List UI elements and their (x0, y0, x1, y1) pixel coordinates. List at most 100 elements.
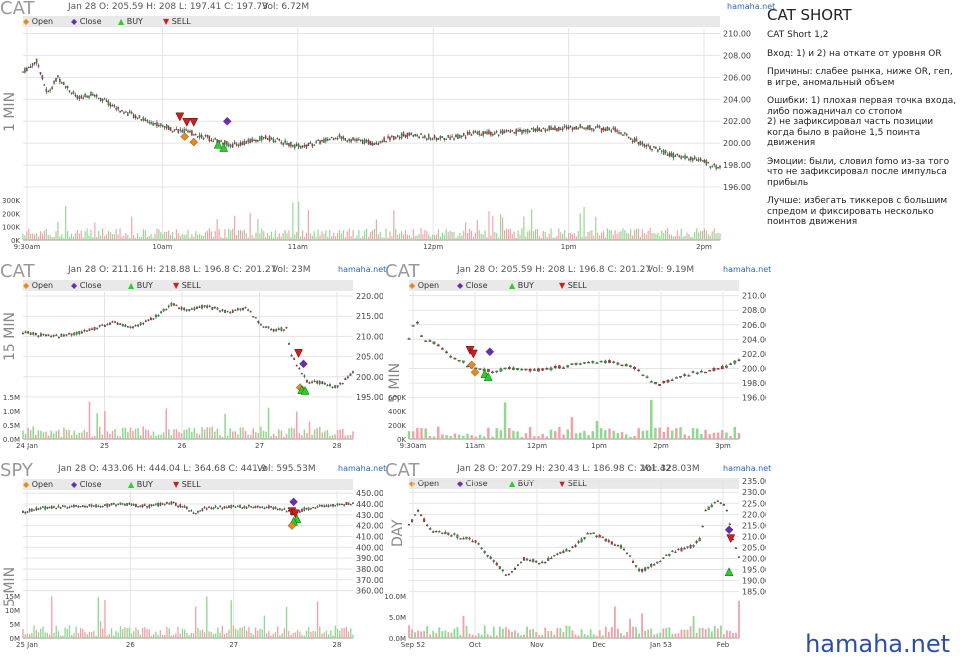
volume-bar (308, 421, 311, 439)
volume-bar (40, 628, 42, 638)
volume-bar (532, 628, 535, 638)
candle-body (150, 122, 152, 125)
volume-bar (591, 431, 595, 439)
volume-bar (334, 625, 336, 638)
candle-body (32, 332, 35, 335)
candle-body (198, 306, 201, 308)
candle-body (556, 128, 558, 131)
volume-bar (37, 430, 40, 439)
candle-body (201, 508, 204, 511)
candle-body (117, 106, 119, 110)
volume-bar (88, 235, 90, 240)
candle-body (595, 362, 599, 364)
volume-bar (119, 228, 121, 240)
volume-bar (686, 629, 689, 638)
volume-bar (441, 631, 444, 638)
volume-bar (129, 237, 131, 240)
candle-body (445, 351, 448, 354)
candle-body (532, 559, 535, 563)
volume-bar (432, 234, 434, 240)
candle-body (259, 324, 262, 326)
candle-body (197, 136, 199, 138)
candle-body (575, 126, 578, 130)
volume-tick-label: 1.5M (3, 394, 20, 402)
volume-bar (75, 626, 77, 638)
volume-bar (181, 234, 183, 240)
volume-bar (239, 427, 242, 439)
volume-bar (193, 427, 196, 439)
candle-body (147, 319, 150, 321)
volume-bar (168, 429, 170, 439)
candle-body (462, 132, 465, 137)
candle-body (170, 303, 173, 306)
volume-bar (737, 433, 741, 439)
volume-bar (540, 237, 542, 240)
candle-body (695, 372, 699, 374)
candle-body (414, 514, 417, 516)
candle-body (230, 505, 232, 508)
candle-body (26, 511, 29, 513)
volume-bar (567, 233, 570, 240)
candle-body (334, 137, 337, 140)
candle-body (510, 571, 513, 573)
candle-body (641, 142, 644, 145)
volume-bar (492, 626, 495, 638)
candle-body (562, 550, 565, 554)
candle-body (42, 333, 45, 336)
volume-bar (126, 628, 128, 638)
candle-body (699, 158, 702, 161)
x-tick-label: Jan 53 (649, 641, 672, 649)
candle-body (480, 134, 482, 136)
candle-body (128, 503, 131, 505)
x-tick-label: 26 (126, 641, 135, 649)
candle-body (595, 126, 597, 128)
volume-bar (142, 426, 144, 439)
volume-bar (491, 436, 494, 439)
volume-bar (127, 432, 129, 439)
volume-bar (278, 429, 280, 439)
candle-body (152, 122, 154, 126)
footer-brand[interactable]: hamaha.net (805, 630, 950, 658)
volume-bar (326, 430, 329, 439)
candle-body (647, 144, 649, 146)
volume-bar (261, 228, 263, 240)
volume-bar (170, 435, 173, 439)
candle-body (722, 504, 725, 506)
candle-body (457, 360, 461, 362)
candle-body (168, 503, 170, 505)
volume-bar (470, 435, 473, 439)
candle-body (343, 504, 345, 506)
volume-bar (55, 230, 57, 240)
candle-body (565, 549, 568, 552)
buy-marker (219, 142, 229, 152)
candle-body (70, 505, 73, 508)
volume-bar (677, 633, 680, 638)
legend-close: ◆ Close (457, 479, 488, 488)
volume-bar (55, 625, 57, 638)
volume-bar (604, 626, 607, 638)
candle-body (725, 509, 728, 512)
volume-bar (100, 235, 102, 240)
candle-body (110, 503, 113, 506)
volume-bar (280, 430, 283, 439)
candle-body (295, 365, 298, 367)
volume-bar (94, 222, 96, 240)
volume-bar (106, 431, 109, 439)
volume-bar (81, 432, 83, 439)
candle-body (606, 127, 609, 131)
candle-body (41, 75, 44, 80)
volume-bar (202, 236, 205, 240)
candle-body (170, 501, 173, 505)
volume-bar (456, 627, 459, 638)
volume-bar (671, 633, 674, 638)
candle-body (708, 370, 712, 372)
candle-body (707, 506, 710, 510)
volume-bar (305, 630, 308, 638)
volume-bar (632, 235, 634, 240)
close-marker (222, 116, 232, 126)
candle-body (48, 506, 51, 509)
volume-bar (77, 633, 80, 638)
candle-body (86, 95, 88, 98)
candle-body (47, 91, 49, 93)
candle-body (429, 528, 432, 530)
